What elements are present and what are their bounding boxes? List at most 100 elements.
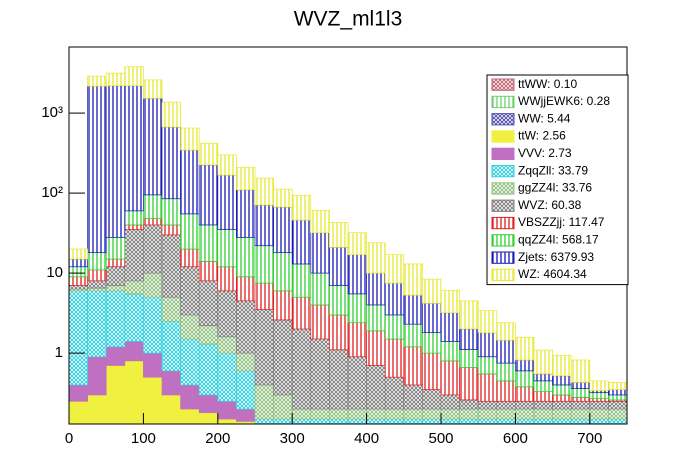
- histogram-bar: [180, 127, 200, 151]
- histogram-bar: [236, 408, 256, 422]
- histogram-bar: [459, 300, 479, 330]
- y-tick-label: 10: [46, 264, 63, 281]
- x-tick-label: 0: [65, 430, 73, 447]
- legend-label: VVV: 2.73: [518, 146, 572, 160]
- histogram-bar: [143, 218, 163, 226]
- histogram-bar: [254, 282, 274, 310]
- histogram-bar: [161, 198, 181, 226]
- histogram-bar: [422, 302, 442, 334]
- histogram-bar: [589, 380, 609, 391]
- histogram-bar: [161, 224, 181, 236]
- histogram-bar: [422, 352, 442, 390]
- histogram-bar: [477, 400, 498, 410]
- histogram-bar: [273, 418, 293, 424]
- histogram-bar: [124, 224, 144, 230]
- histogram-bar: [608, 382, 627, 390]
- histogram-bar: [570, 382, 591, 389]
- histogram-bar: [87, 85, 107, 254]
- histogram-bar: [310, 418, 330, 424]
- histogram-bar: [403, 263, 423, 296]
- histogram-bar: [533, 418, 553, 424]
- histogram-bar: [515, 400, 535, 410]
- histogram-bar: [105, 85, 126, 238]
- histogram-bar: [273, 188, 293, 208]
- legend-label: WW: 5.44: [518, 111, 571, 125]
- histogram-bar: [477, 418, 498, 424]
- histogram-bar: [347, 322, 367, 358]
- histogram-bar: [217, 154, 237, 176]
- histogram-bar: [403, 323, 423, 348]
- histogram-bar: [552, 418, 572, 424]
- histogram-bar: [217, 400, 237, 420]
- histogram-bar: [552, 408, 572, 420]
- histogram-bar: [589, 408, 609, 420]
- histogram-bar: [533, 400, 553, 410]
- histogram-bar: [552, 400, 572, 410]
- histogram-bar: [589, 392, 609, 399]
- legend-swatch: [491, 182, 515, 195]
- histogram-bar: [180, 384, 200, 410]
- y-tick-label: 10²: [41, 184, 63, 201]
- histogram-bar: [105, 365, 126, 424]
- histogram-bar: [180, 266, 200, 316]
- histogram-bar: [180, 248, 200, 268]
- chart-title: WVZ_ml1l3: [294, 8, 403, 31]
- histogram-bar: [124, 66, 144, 87]
- histogram-bar: [69, 384, 88, 402]
- legend-label: ZqqZll: 33.79: [518, 163, 588, 177]
- histogram-bar: [384, 254, 405, 284]
- histogram-bar: [87, 75, 107, 87]
- histogram-bar: [273, 394, 293, 420]
- histogram-bar: [69, 285, 88, 290]
- x-tick-label: 700: [577, 430, 602, 447]
- histogram-bar: [384, 418, 405, 424]
- legend-label: WWjjEWK6: 0.28: [518, 94, 610, 108]
- histogram-bar: [403, 294, 423, 325]
- histogram-bar: [440, 289, 460, 314]
- histogram-bar: [329, 246, 349, 286]
- histogram-bar: [143, 79, 163, 99]
- histogram-bar: [254, 384, 274, 420]
- histogram-bar: [459, 408, 479, 420]
- histogram-bar: [291, 263, 312, 298]
- legend-label: WZ: 4604.34: [518, 267, 587, 281]
- histogram-bar: [403, 346, 423, 386]
- histogram-bar: [124, 341, 144, 362]
- histogram-bar: [69, 266, 88, 278]
- histogram-bar: [254, 245, 274, 284]
- histogram-bar: [217, 174, 237, 230]
- histogram-bar: [143, 376, 163, 424]
- histogram-bar: [496, 418, 516, 424]
- histogram-bar: [217, 352, 237, 402]
- histogram-bar: [124, 85, 144, 212]
- histogram-bar: [198, 343, 219, 396]
- histogram-bar: [366, 418, 386, 424]
- histogram-bar: [161, 126, 181, 200]
- histogram-bar: [496, 400, 516, 410]
- histogram-bar: [329, 418, 349, 424]
- histogram-bar: [347, 232, 367, 256]
- histogram-bar: [143, 97, 163, 196]
- histogram-bar: [87, 394, 107, 424]
- histogram-bar: [496, 322, 516, 341]
- histogram-bar: [329, 408, 349, 420]
- legend: ttWW: 0.10 WWjjEWK6: 0.28 WW: 5.44 ttW: 2.5…: [486, 74, 629, 286]
- histogram-bar: [515, 359, 535, 372]
- histogram-bar: [87, 280, 107, 289]
- histogram-bar: [198, 261, 219, 282]
- histogram-bar: [347, 293, 367, 324]
- histogram-bar: [69, 400, 88, 424]
- histogram-bar: [589, 418, 609, 424]
- histogram-bar: [422, 332, 442, 354]
- histogram-bar: [533, 349, 553, 375]
- legend-swatch: [491, 216, 515, 230]
- histogram-bar: [515, 418, 535, 424]
- histogram-bar: [198, 224, 219, 262]
- histogram-bar: [87, 356, 107, 396]
- histogram-bar: [291, 194, 312, 221]
- histogram-bar: [161, 320, 181, 372]
- legend-swatch: [491, 130, 515, 143]
- histogram-bar: [180, 213, 200, 250]
- histogram-bar: [236, 166, 256, 191]
